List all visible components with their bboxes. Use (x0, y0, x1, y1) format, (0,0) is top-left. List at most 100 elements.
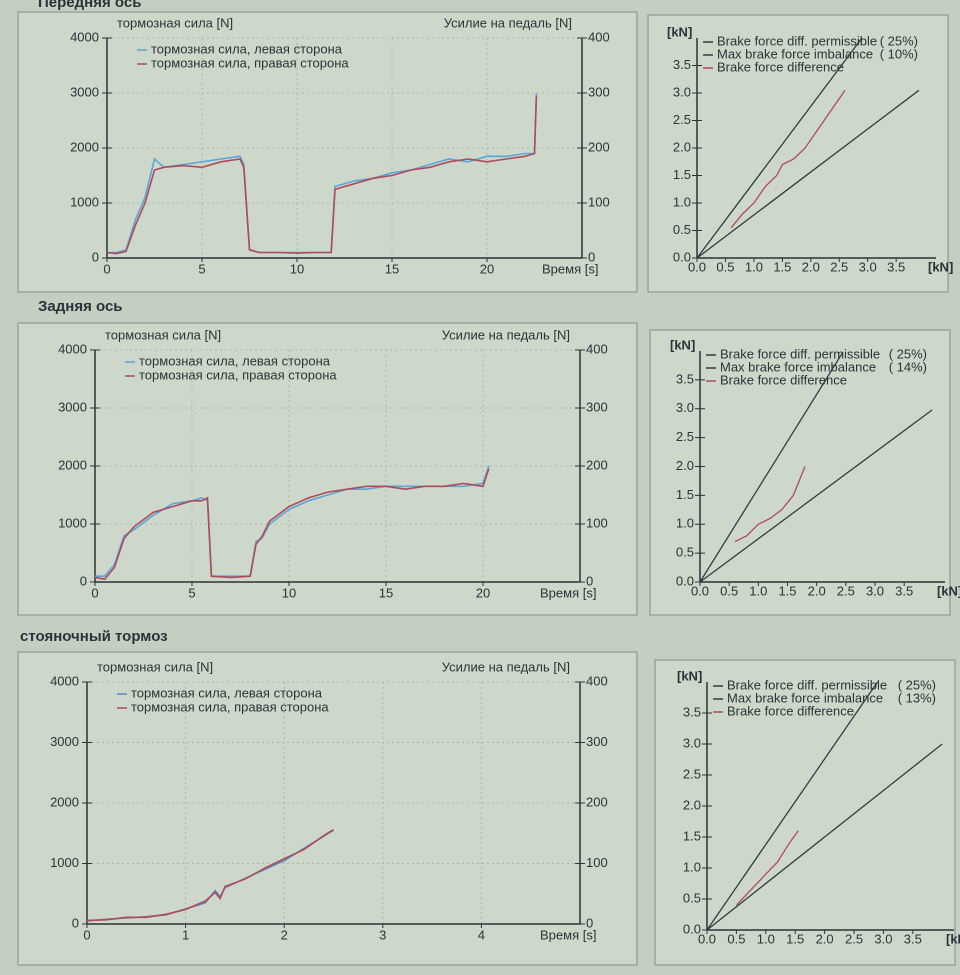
x-tick-label: 5 (188, 585, 195, 600)
y-axis-label: [kN] (670, 337, 695, 352)
y2-tick-label: 300 (588, 84, 610, 99)
panel (647, 14, 949, 293)
x-tick-label: 2.5 (845, 931, 863, 946)
legend-note: ( 25%) (889, 346, 927, 361)
x-tick-label: 0 (91, 585, 98, 600)
x-tick-label: 0.0 (691, 583, 709, 598)
x-tick-label: 0.5 (720, 583, 738, 598)
legend-label: Brake force difference (717, 59, 844, 74)
section-title: Задняя ось (38, 298, 123, 315)
y-tick-label: 4000 (50, 673, 79, 688)
y-axis-label: тормозная сила [N] (97, 659, 213, 674)
x-axis-label: [kN] (928, 259, 953, 274)
legend-label: тормозная сила, левая сторона (139, 353, 331, 368)
legend-label: тормозная сила, правая сторона (131, 699, 329, 714)
y-tick-label: 3.5 (673, 57, 691, 72)
legend-label: тормозная сила, правая сторона (139, 367, 337, 382)
y-tick-label: 0.0 (676, 573, 694, 588)
y-axis-label: тормозная сила [N] (105, 327, 221, 342)
y-tick-label: 1000 (70, 194, 99, 209)
x-tick-label: 3.0 (866, 583, 884, 598)
y-tick-label: 2000 (58, 457, 87, 472)
y-tick-label: 2.5 (683, 766, 701, 781)
x-tick-label: 3.5 (904, 931, 922, 946)
x-tick-label: 15 (385, 261, 399, 276)
y2-tick-label: 0 (586, 573, 593, 588)
legend-note: ( 14%) (889, 359, 927, 374)
y-tick-label: 3.5 (683, 704, 701, 719)
legend-label: Brake force diff. permissible (727, 677, 887, 692)
y-tick-label: 0.5 (673, 222, 691, 237)
x-axis-label: [kN] (946, 931, 960, 946)
legend-label: Max brake force imbalance (717, 46, 873, 61)
series-line (94, 468, 490, 580)
y-tick-label: 0 (92, 249, 99, 264)
x-tick-label: 2.5 (830, 259, 848, 274)
legend-note: ( 25%) (880, 33, 918, 48)
series-line (706, 681, 879, 931)
x-tick-label: 5 (198, 261, 205, 276)
series-line (106, 95, 538, 255)
y-tick-label: 1.5 (673, 167, 691, 182)
y-tick-label: 3.0 (673, 84, 691, 99)
y-tick-label: 3000 (50, 734, 79, 749)
panel (17, 651, 638, 966)
x-tick-label: 0 (83, 927, 90, 942)
x-tick-label: 2 (281, 927, 288, 942)
x-tick-label: 2.0 (816, 931, 834, 946)
y-tick-label: 3.0 (683, 735, 701, 750)
x-tick-label: 0 (103, 261, 110, 276)
x-tick-label: 3.0 (874, 931, 892, 946)
legend-label: Brake force difference (720, 372, 847, 387)
section-title: Передняя ось (38, 0, 141, 11)
y2-tick-label: 400 (588, 29, 610, 44)
y-tick-label: 4000 (70, 29, 99, 44)
x-tick-label: 1.5 (786, 931, 804, 946)
x-tick-label: 0.0 (698, 931, 716, 946)
x-axis-label: [kN] (937, 583, 960, 598)
y-tick-label: 1000 (58, 515, 87, 530)
x-tick-label: 3.0 (859, 259, 877, 274)
legend-note: ( 10%) (880, 46, 918, 61)
y-tick-label: 1.0 (683, 859, 701, 874)
y-tick-label: 0.0 (683, 921, 701, 936)
y-tick-label: 2.0 (676, 458, 694, 473)
y-tick-label: 3000 (70, 84, 99, 99)
legend-note: ( 13%) (898, 690, 936, 705)
x-tick-label: 20 (476, 585, 490, 600)
y-tick-label: 2.0 (673, 139, 691, 154)
y-tick-label: 0 (80, 573, 87, 588)
y2-tick-label: 200 (586, 457, 608, 472)
x-tick-label: 1.0 (757, 931, 775, 946)
y-axis-label: [kN] (677, 668, 702, 683)
series-line (699, 409, 933, 583)
legend-label: тормозная сила, левая сторона (131, 685, 323, 700)
legend-note: ( 25%) (898, 677, 936, 692)
y2-tick-label: 300 (586, 734, 608, 749)
x-tick-label: 1.5 (778, 583, 796, 598)
y2-axis-label: Усилие на педаль [N] (442, 659, 570, 674)
series-line (86, 828, 334, 922)
x-axis-label: Время [s] (540, 927, 596, 942)
series-line (730, 89, 846, 229)
y-tick-label: 1.5 (676, 487, 694, 502)
x-tick-label: 3 (379, 927, 386, 942)
y2-tick-label: 0 (588, 249, 595, 264)
y-tick-label: 1.0 (673, 194, 691, 209)
x-tick-label: 0.0 (688, 259, 706, 274)
series-line (706, 743, 943, 931)
y2-axis-label: Усилие на педаль [N] (442, 327, 570, 342)
y-tick-label: 2000 (70, 139, 99, 154)
y2-tick-label: 0 (586, 915, 593, 930)
y-axis-label: [kN] (667, 24, 692, 39)
legend-label: тормозная сила, левая сторона (151, 41, 343, 56)
y2-tick-label: 100 (588, 194, 610, 209)
panel (654, 659, 956, 966)
y2-tick-label: 400 (586, 673, 608, 688)
legend-label: Max brake force imbalance (727, 690, 883, 705)
x-axis-label: Время [s] (542, 261, 598, 276)
x-tick-label: 4 (478, 927, 485, 942)
legend-label: Brake force difference (727, 703, 854, 718)
